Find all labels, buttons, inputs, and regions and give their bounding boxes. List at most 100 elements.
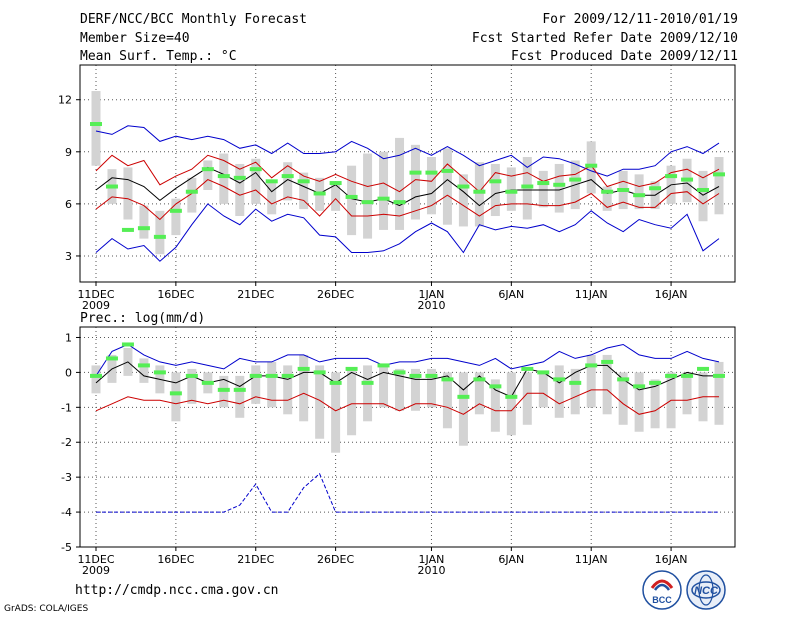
obs-marker [457,184,470,189]
obs-marker [185,373,198,378]
series-line-lower [95,389,719,415]
ncc-logo: NCC [686,570,726,610]
ensemble-box [458,174,468,227]
member-size: Member Size=40 [80,31,190,46]
ensemble-box [714,361,724,425]
obs-marker [377,196,390,201]
obs-marker [201,380,214,385]
ensemble-box [139,358,149,383]
x-tick-label: 6JAN [498,553,524,566]
obs-marker [153,370,166,375]
ensemble-box [267,179,277,215]
y-tick-label: 1 [65,331,72,344]
ensemble-box [506,167,516,211]
obs-marker [521,184,534,189]
obs-marker [457,394,470,399]
x-tick-label: 1JAN [419,553,445,566]
ensemble-box [410,368,420,411]
ensemble-box [347,165,357,236]
y-tick-label: -3 [61,471,72,484]
forecast-period: For 2009/12/11-2010/01/19 [542,12,738,27]
obs-marker [217,174,230,179]
obs-marker [681,177,694,182]
x-tick-label: 6JAN [498,288,524,301]
plot-frame [79,326,736,548]
obs-marker [489,384,502,389]
obs-marker [90,122,102,127]
ensemble-box [283,162,293,201]
y-tick-label: 12 [58,94,72,107]
series-line-min [96,472,719,513]
obs-marker [697,187,710,192]
obs-marker [265,179,278,184]
ncc-logo-text: NCC [694,585,719,597]
ensemble-box [267,361,277,408]
obs-marker [329,380,342,385]
ensemble-box [474,162,484,227]
x-tick-label: 26DEC [317,553,354,566]
obs-marker [265,373,278,378]
obs-marker [425,373,438,378]
obs-marker [649,186,662,191]
ensemble-box [283,365,293,415]
obs-marker [249,167,262,172]
obs-marker [473,189,486,194]
ensemble-box [554,365,564,418]
series-line-max [95,343,720,377]
x-tick-label: 11JAN [575,553,608,566]
y-tick-label: 3 [65,250,72,263]
obs-marker [153,234,166,239]
obs-marker [121,227,134,232]
obs-marker [617,187,630,192]
obs-marker [90,373,102,378]
ensemble-box [602,354,612,415]
ensemble-box [490,379,500,432]
chart-title: DERF/NCC/BCC Monthly Forecast [80,12,307,27]
ensemble-box [586,354,596,408]
x-tick-year: 2010 [417,564,445,577]
series-line-mean [95,361,719,398]
ensemble-box [299,354,309,422]
ensemble-box [379,365,389,408]
x-tick-label: 16JAN [655,553,688,566]
obs-marker [233,387,246,392]
ensemble-box [379,151,389,230]
obs-marker [601,189,614,194]
obs-marker [713,172,725,177]
ensemble-box [187,368,197,404]
series-line-upper [95,154,720,193]
bcc-logo: BCC [642,570,682,610]
x-tick-label: 11JAN [575,288,608,301]
ensemble-box [410,144,420,220]
ensemble-box [570,368,580,415]
obs-marker [361,380,374,385]
obs-marker [633,384,646,389]
obs-marker [697,366,710,371]
ensemble-box [315,365,325,439]
obs-marker [633,193,646,198]
obs-marker [521,366,534,371]
obs-marker [409,170,422,175]
ensemble-box [123,167,133,220]
grads-credit: GrADS: COLA/IGES [4,604,89,614]
obs-marker [169,208,182,213]
ensemble-box [171,372,181,422]
obs-marker [601,359,614,364]
x-tick-year: 2009 [82,564,110,577]
obs-marker [441,168,454,173]
ensemble-box [538,372,548,408]
x-tick-label: 21DEC [237,288,274,301]
x-tick-label: 11DEC [77,553,114,566]
obs-marker [649,380,662,385]
bcc-logo-text: BCC [652,595,672,605]
obs-marker [537,181,550,186]
obs-marker [569,177,582,182]
obs-marker [553,182,566,187]
obs-marker [313,191,326,196]
obs-marker [569,380,582,385]
ensemble-box [347,368,357,436]
ensemble-box [602,186,612,211]
y-tick-label: -5 [61,541,72,554]
ensemble-box [331,372,341,453]
